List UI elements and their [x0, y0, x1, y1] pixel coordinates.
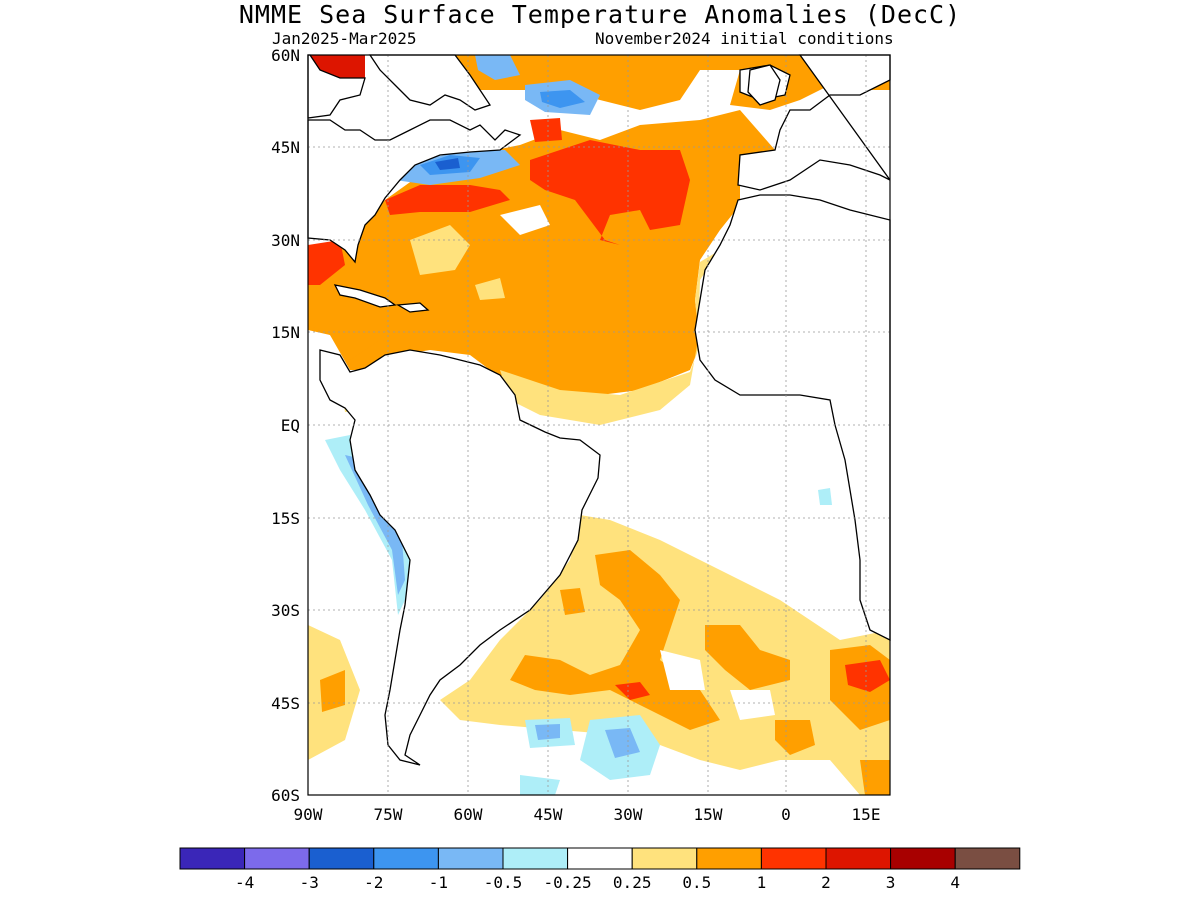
anomaly-region-south-orange-5 — [560, 588, 585, 615]
lat-label: 45S — [271, 694, 300, 713]
anomaly-region-white-n1 — [500, 205, 550, 235]
anomaly-region-red-hudson — [308, 55, 365, 78]
anomaly-region-yellow-n1 — [410, 225, 470, 275]
lat-label: 60N — [271, 46, 300, 65]
lon-label: 0 — [781, 805, 791, 824]
anomaly-region-red-med — [530, 118, 562, 142]
lat-label: 30N — [271, 231, 300, 250]
anomaly-region-gulf — [308, 285, 470, 360]
lat-label: 45N — [271, 138, 300, 157]
colorbar-label: 3 — [886, 873, 896, 892]
anomaly-region-south-orange-2 — [705, 625, 790, 690]
colorbar-swatch — [890, 847, 956, 870]
colorbar-label: 2 — [821, 873, 831, 892]
colorbar-swatch — [631, 847, 698, 870]
colorbar-swatch — [502, 847, 569, 870]
anomaly-region-south-cold-3 — [520, 775, 560, 795]
colorbar-label: -1 — [429, 873, 448, 892]
lat-label: 15N — [271, 323, 300, 342]
colorbar-swatch — [567, 847, 633, 870]
anomaly-region-south-white-1 — [660, 650, 705, 690]
colorbar-swatch — [696, 847, 762, 870]
colorbar-swatch — [308, 847, 375, 870]
anomaly-region-pacific-cold-strip-core — [345, 455, 405, 595]
anomaly-region-cold-n-top — [475, 55, 520, 80]
lat-label: 60S — [271, 786, 300, 805]
lat-axis: 60N 45N 30N 15N EQ 15S 30S 45S 60S — [271, 46, 300, 805]
anomaly-region-red-central — [530, 140, 690, 245]
anomaly-region-south-white-2 — [730, 690, 775, 720]
land-uk — [747, 64, 781, 106]
anomaly-region-pacific-cold-strip — [325, 435, 412, 615]
lon-label: 15E — [852, 805, 881, 824]
lon-label: 90W — [294, 805, 323, 824]
land-north-america-north — [307, 54, 366, 119]
colorbar-swatch — [954, 847, 1021, 870]
anomaly-region-south-red-2 — [845, 660, 890, 692]
colorbar-swatch — [373, 847, 439, 870]
lon-label: 30W — [614, 805, 643, 824]
lat-label: 30S — [271, 601, 300, 620]
colorbar-swatch — [179, 847, 246, 870]
gridlines — [308, 55, 890, 795]
anomaly-region-south-cold-2-core — [535, 724, 560, 740]
colorbar-label: -0.5 — [484, 873, 523, 892]
land-cuba — [333, 284, 397, 308]
anomaly-region-cold-labrador-core — [540, 90, 585, 108]
land-labrador — [368, 54, 492, 111]
anomaly-region-yellow-n2 — [475, 278, 505, 300]
colorbar-label: 1 — [757, 873, 767, 892]
land-south-america — [319, 349, 601, 766]
lat-label: 15S — [271, 509, 300, 528]
colorbar-swatch — [760, 847, 827, 870]
land-hispaniola — [395, 302, 430, 313]
anomaly-region-africa-cold — [818, 488, 832, 505]
colorbar-label: 0.5 — [682, 873, 711, 892]
colorbar-label: -0.25 — [544, 873, 592, 892]
colorbar-swatch — [825, 847, 892, 870]
colorbar-swatch — [244, 847, 310, 870]
colorbar: -4 -3 -2 -1 -0.5 -0.25 0.25 0.5 1 2 3 4 — [179, 847, 1021, 892]
colorbar-label: -2 — [364, 873, 383, 892]
map-title: NMME Sea Surface Temperature Anomalies (… — [238, 0, 962, 29]
anomaly-field — [308, 55, 890, 795]
lon-label: 60W — [454, 805, 483, 824]
anomaly-region-south-cold-1-core — [605, 728, 640, 758]
colorbar-label: 0.25 — [613, 873, 652, 892]
coastlines — [307, 54, 891, 766]
colorbar-swatch — [437, 847, 504, 870]
colorbar-label: -3 — [300, 873, 319, 892]
anomaly-region-south-red-1 — [615, 682, 650, 700]
initial-conditions: November2024 initial conditions — [595, 29, 894, 48]
lon-label: 75W — [374, 805, 403, 824]
forecast-period: Jan2025-Mar2025 — [272, 29, 417, 48]
colorbar-label: 4 — [950, 873, 960, 892]
map-frame — [307, 54, 891, 796]
anomaly-region-tropical-band — [500, 250, 720, 425]
anomaly-region-sw-orange — [320, 670, 345, 712]
anomaly-region-red-gulfstream — [385, 185, 510, 215]
lon-label: 15W — [694, 805, 723, 824]
lat-label: EQ — [281, 416, 300, 435]
anomaly-region-cold-nw-deep — [435, 158, 460, 170]
colorbar-label: -4 — [235, 873, 254, 892]
land-africa — [694, 194, 891, 642]
anomaly-region-se-orange — [860, 760, 890, 795]
land-europe — [737, 54, 891, 191]
anomaly-region-south-orange-1 — [510, 550, 720, 730]
lon-axis: 90W 75W 60W 45W 30W 15W 0 15E — [294, 805, 881, 824]
anomaly-region-south-orange-4 — [775, 720, 815, 755]
lon-label: 45W — [534, 805, 563, 824]
land-north-america — [307, 119, 522, 264]
anomaly-region-red-gulf — [308, 240, 345, 285]
